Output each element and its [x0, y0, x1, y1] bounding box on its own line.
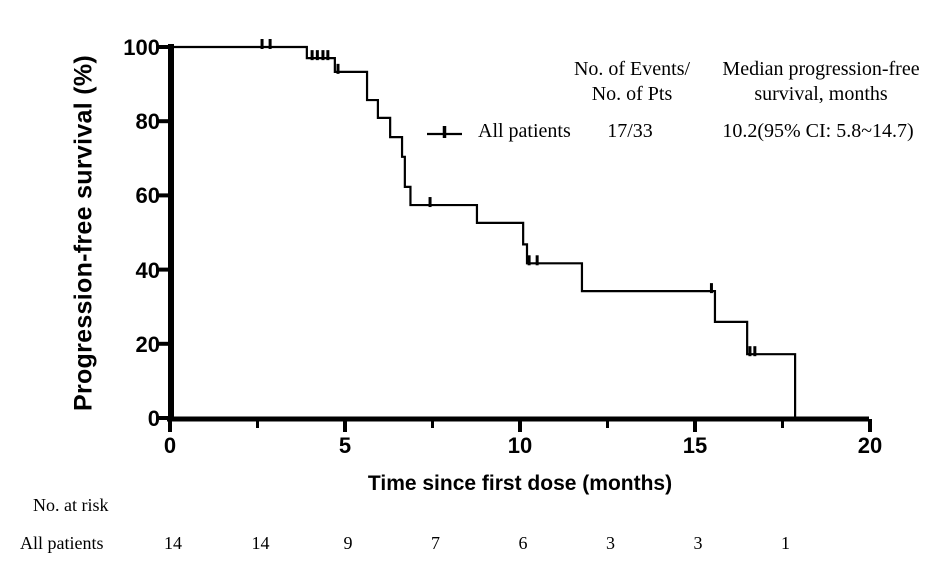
y-tick-label: 80 [135, 109, 160, 135]
y-tick-label: 100 [123, 35, 160, 60]
at-risk-count: 14 [164, 533, 182, 553]
legend-events-header-line2: No. of Pts [591, 83, 673, 105]
y-tick-label: 60 [135, 183, 160, 209]
at-risk-count: 6 [518, 533, 528, 553]
at-risk-header: No. at risk [33, 495, 109, 515]
x-tick-label: 20 [857, 433, 883, 458]
legend-median-header: Median progression-free survival, months [722, 57, 919, 107]
legend-median-header-line1: Median progression-free [722, 58, 920, 80]
legend-events-header: No. of Events/ No. of Pts [574, 57, 690, 107]
at-risk-count: 3 [606, 533, 615, 553]
legend-series-median: 10.2(95% CI: 5.8~14.7) [722, 120, 914, 142]
km-curve [170, 45, 797, 418]
at-risk-row-label: All patients [20, 533, 104, 553]
legend-series-name: All patients [478, 120, 571, 142]
y-tick-label: 40 [135, 257, 160, 283]
y-axis-title: Progression-free survival (%) [69, 54, 98, 412]
x-tick-label: 15 [682, 433, 708, 458]
y-tick-label: 20 [135, 331, 160, 357]
at-risk-count: 7 [431, 533, 440, 553]
x-axis-title: Time since first dose (months) [367, 472, 673, 495]
y-tick-label: 0 [147, 406, 160, 431]
legend-median-header-line2: survival, months [754, 83, 888, 105]
legend-series-events: 17/33 [607, 120, 653, 142]
x-tick-label: 10 [507, 433, 533, 458]
legend-events-header-line1: No. of Events/ [573, 58, 691, 80]
at-risk-count: 9 [343, 533, 353, 553]
at-risk-count: 14 [251, 533, 270, 553]
at-risk-count: 1 [781, 533, 790, 553]
at-risk-count: 3 [693, 533, 703, 553]
x-tick-label: 5 [338, 433, 352, 458]
x-tick-label: 0 [163, 433, 177, 458]
